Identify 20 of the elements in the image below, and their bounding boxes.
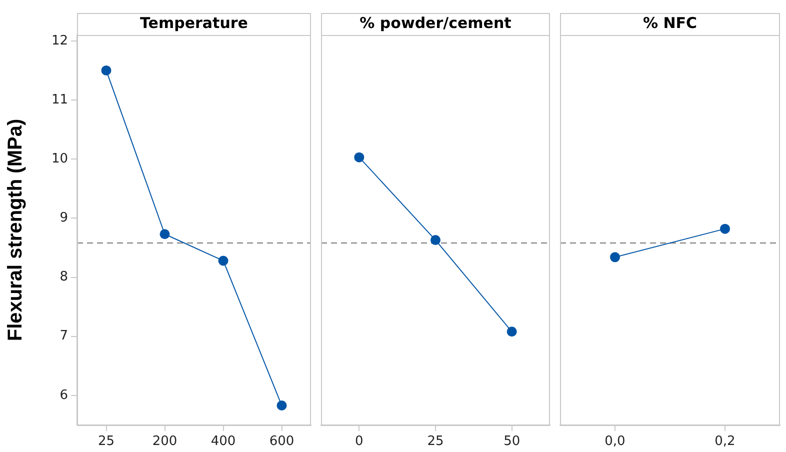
x-tick-label: 25 [98,434,115,450]
y-tick-label: 10 [51,151,68,166]
x-tick-label: 50 [504,434,520,450]
chart-title: % powder/cement [360,14,512,32]
y-tick-label: 12 [51,33,68,48]
y-tick-label: 11 [51,92,68,108]
x-tick-label: 0,2 [714,434,736,450]
x-tick-label: 400 [210,434,236,450]
y-axis-title: Flexural strength (MPa) [4,118,27,342]
x-tick-label: 25 [427,434,444,450]
x-tick-label: 200 [152,434,178,450]
y-tick-label: 7 [60,328,68,344]
x-tick-label: 0 [355,434,364,450]
y-tick-label: 8 [60,270,68,285]
x-tick-label: 0,0 [604,434,626,450]
y-tick-label: 9 [60,210,68,226]
y-tick-label: 6 [60,388,68,403]
chart-title: % NFC [642,14,698,32]
chart-title: Temperature [140,14,248,32]
x-tick-label: 600 [269,434,294,450]
